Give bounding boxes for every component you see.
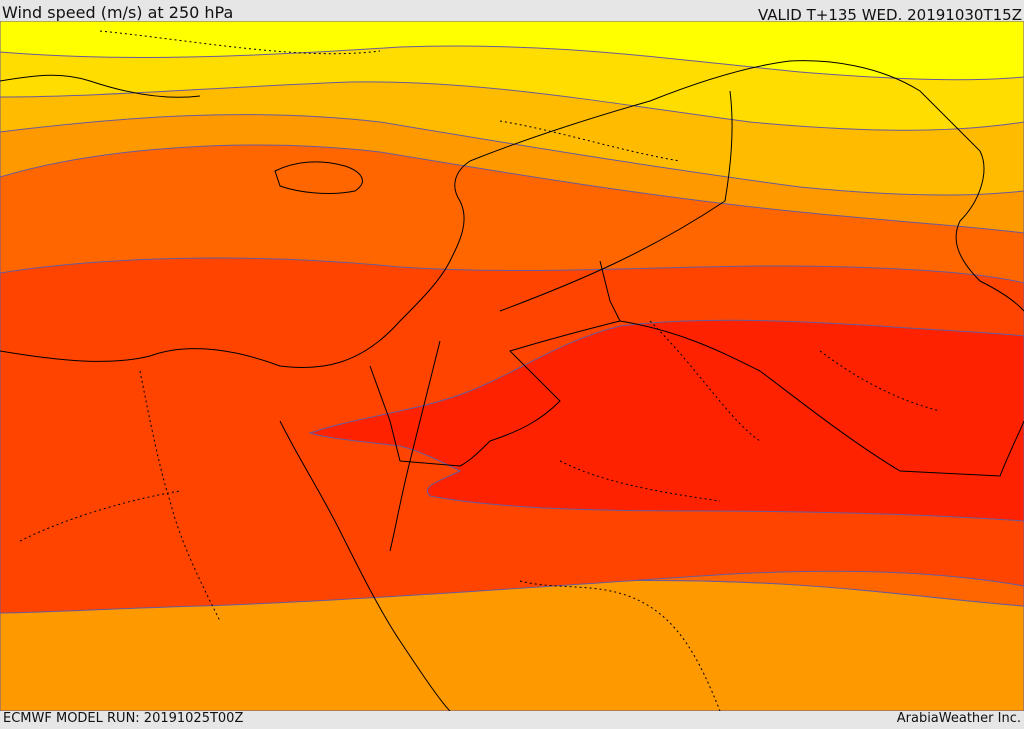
model-run-label: ECMWF MODEL RUN: 20191025T00Z [3,711,244,726]
wind-band-1 [0,21,1024,81]
provider-label: ArabiaWeather Inc. [896,711,1021,726]
wind-speed-map [0,21,1024,711]
coastlines [0,60,1024,711]
valid-time-label: VALID T+135 WED. 20191030T15Z [757,6,1022,24]
map-title: Wind speed (m/s) at 250 hPa [2,3,234,22]
admin-boundaries [19,30,941,711]
country-borders [369,90,1024,477]
jet-core [308,319,1024,522]
